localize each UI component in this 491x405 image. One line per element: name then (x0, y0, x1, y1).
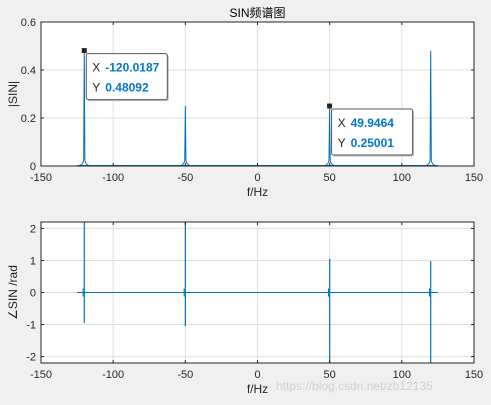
datatip-marker (81, 48, 87, 54)
x-tick-label: -100 (102, 369, 124, 381)
spectrum-peak (425, 50, 436, 166)
datatip-x-label: X (338, 116, 346, 130)
datatip-y-value: 0.48092 (105, 81, 149, 95)
x-tick-label: -100 (102, 172, 124, 184)
spectrum-peak (180, 105, 191, 166)
datatip-box (331, 108, 414, 156)
x-tick-label: 100 (393, 172, 411, 184)
y-tick-label: 0 (30, 288, 36, 300)
y-tick-label: 1 (30, 255, 36, 267)
chart-title: SIN频谱图 (229, 6, 285, 20)
y-tick-label: 0.4 (21, 65, 36, 77)
x-axis-label: f/Hz (247, 185, 268, 199)
x-tick-label: 50 (324, 369, 336, 381)
x-tick-label: -150 (30, 172, 52, 184)
datatip-x-value: 49.9464 (351, 116, 395, 130)
y-tick-label: 0.2 (21, 113, 36, 125)
datatip-y-label: Y (92, 81, 100, 95)
watermark: https://blog.csdn.net/zb12135 (276, 379, 433, 393)
x-tick-label: 100 (393, 369, 411, 381)
y-tick-label: 0.6 (21, 17, 36, 29)
datatip-y-label: Y (338, 136, 346, 150)
x-tick-label: 150 (465, 369, 483, 381)
datatip-y-value: 0.25001 (351, 136, 395, 150)
x-tick-label: -50 (177, 369, 193, 381)
x-tick-label: 0 (254, 172, 260, 184)
x-tick-label: 50 (324, 172, 336, 184)
datatip-x-label: X (92, 61, 100, 75)
x-tick-label: -50 (177, 172, 193, 184)
y-tick-label: 2 (30, 223, 36, 235)
x-tick-label: -150 (30, 369, 52, 381)
magnitude-spectrum-plot[interactable]: -150 -100 -50 0 50 100 150 0 0.2 0.4 0.6 f/Hz |SIN| S… (6, 6, 483, 199)
y-tick-label: -2 (26, 352, 36, 364)
x-tick-label: 150 (465, 172, 483, 184)
datatip-x-value: -120.0187 (105, 61, 159, 75)
datatip-marker (327, 103, 333, 109)
y-tick-label: 0 (30, 161, 36, 173)
x-axis-label: f/Hz (247, 382, 268, 396)
y-axis-label: |SIN| (6, 81, 20, 107)
y-axis-label: ∠SIN /rad (6, 265, 20, 320)
y-tick-label: -1 (26, 320, 36, 332)
x-tick-label: 0 (254, 369, 260, 381)
phase-spectrum-plot[interactable]: -150 -100 -50 0 50 100 150 -2 -1 0 1 2 f/Hz ∠SIN /rad (6, 221, 483, 396)
datatip-box (85, 53, 168, 101)
